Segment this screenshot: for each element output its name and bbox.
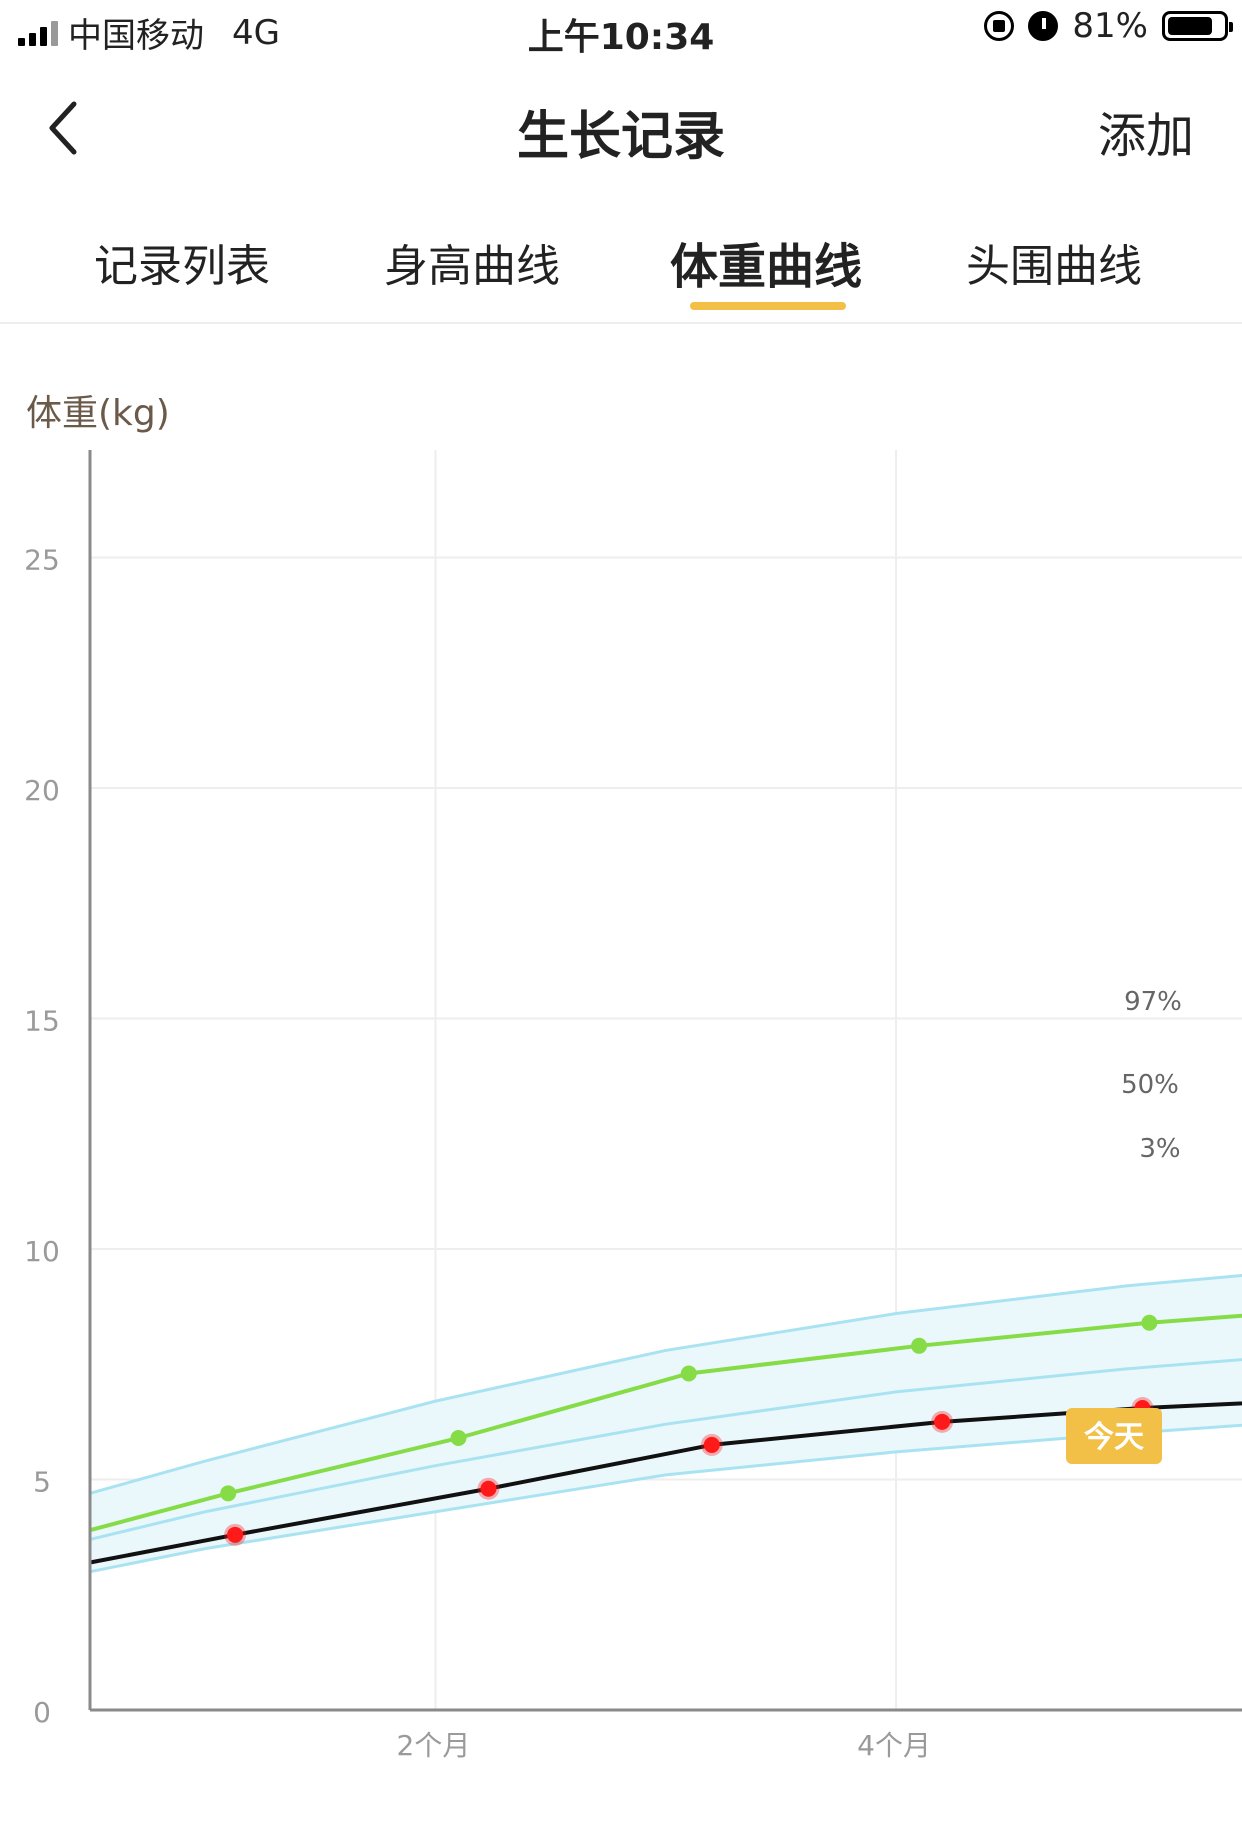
percentile-band (90, 1275, 1242, 1572)
data-point (703, 1436, 720, 1453)
data-point (450, 1430, 467, 1447)
tab-record-list[interactable]: 记录列表 (94, 241, 270, 292)
battery-percent: 81% (1072, 6, 1148, 46)
data-point (227, 1526, 244, 1543)
data-point (1141, 1314, 1158, 1331)
y-axis-title: 体重(kg) (26, 393, 170, 434)
chevron-left-icon (49, 101, 77, 155)
active-tab-indicator (690, 302, 846, 310)
data-point (911, 1337, 928, 1354)
percentile-label: 97% (1124, 987, 1182, 1017)
tab-weight-curve[interactable]: 体重曲线 (670, 239, 863, 295)
page-title: 生长记录 (516, 107, 725, 167)
x-tick-label: 4个月 (857, 1729, 931, 1762)
tab-bar: 记录列表 身高曲线 体重曲线 头围曲线 (0, 194, 1242, 324)
y-tick-label: 25 (24, 544, 60, 577)
battery-icon (1162, 11, 1233, 41)
data-point (934, 1413, 951, 1430)
tab-height-curve[interactable]: 身高曲线 (384, 241, 560, 292)
percentile-label: 50% (1121, 1070, 1179, 1100)
percentile-label: 3% (1139, 1134, 1180, 1164)
y-tick-label: 5 (33, 1466, 51, 1499)
x-tick-label: 2个月 (397, 1729, 471, 1762)
today-badge (1066, 1408, 1162, 1464)
rotation-lock-icon (984, 11, 1015, 41)
data-point (480, 1480, 497, 1497)
alarm-icon (1028, 11, 1059, 41)
tab-head-curve[interactable]: 头围曲线 (966, 241, 1142, 292)
today-label: 今天 (1084, 1420, 1144, 1455)
y-tick-label: 20 (24, 774, 60, 807)
carrier-label: 中国移动 (68, 16, 204, 56)
status-time: 上午10:34 (527, 17, 715, 58)
weight-chart[interactable]: 97%50%3%今天小红小花 05101520252个月4个月6个月8个月10个… (0, 440, 1242, 1847)
signal-icon (18, 20, 58, 46)
y-tick-label: 0 (33, 1696, 51, 1729)
navigation-bar: 生长记录 添加 (0, 64, 1242, 194)
data-point (680, 1365, 697, 1382)
y-tick-label: 10 (24, 1235, 60, 1268)
data-point (220, 1485, 237, 1502)
status-bar: 中国移动 4G 上午10:34 81% (0, 0, 1242, 64)
add-button[interactable]: 添加 (1097, 108, 1194, 164)
back-button[interactable] (40, 98, 90, 158)
network-label: 4G (232, 12, 280, 53)
y-tick-label: 15 (24, 1005, 60, 1038)
